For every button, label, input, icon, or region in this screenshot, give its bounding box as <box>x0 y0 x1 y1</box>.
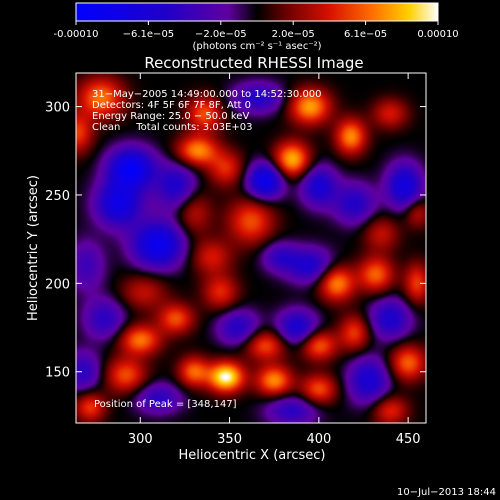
peak-position-label: Position of Peak = [348,147] <box>94 399 237 410</box>
colorbar-tick-label: −2.0e−05 <box>195 29 247 40</box>
colorbar-ticks: -0.00010 −6.1e−05 −2.0e−05 2.0e−05 6.1e−05 0.… <box>54 21 459 40</box>
x-tick-label: 450 <box>396 432 421 447</box>
heatmap-image <box>76 73 426 423</box>
annotation-detectors: Detectors: 4F 5F 6F 7F 8F, Att 0 <box>92 100 251 111</box>
x-tick-label: 300 <box>128 432 153 447</box>
x-axis-label: Heliocentric X (arcsec) <box>179 448 326 463</box>
y-tick-label: 250 <box>45 189 70 204</box>
colorbar-tick-label: -0.00010 <box>54 29 99 40</box>
plot-area <box>76 73 426 423</box>
colorbar <box>75 2 439 22</box>
x-axis-ticks: 300 350 400 450 <box>128 73 421 447</box>
colorbar-tick-label: 2.0e−05 <box>272 29 315 40</box>
y-tick-label: 300 <box>45 101 70 116</box>
timestamp: 10−Jul−2013 18:44 <box>397 487 496 498</box>
colorbar-tick-label: 0.00010 <box>417 29 458 40</box>
x-tick-label: 350 <box>217 432 242 447</box>
colorbar-tick-label: 6.1e−05 <box>344 29 387 40</box>
plot-frame <box>75 72 427 424</box>
annotation-block: 31−May−2005 14:49:00.000 to 14:52:30.000… <box>92 89 322 133</box>
colorbar-unit-label: (photons cm⁻² s⁻¹ asec⁻²) <box>192 41 321 52</box>
colorbar-tick-label: −6.1e−05 <box>123 29 175 40</box>
y-tick-label: 150 <box>45 366 70 381</box>
x-tick-label: 400 <box>306 432 331 447</box>
y-tick-label: 200 <box>45 277 70 292</box>
y-axis-label: Heliocentric Y (arcsec) <box>26 175 41 321</box>
chart-title: Reconstructed RHESSI Image <box>144 54 363 72</box>
annotation-energy: Energy Range: 25.0 − 50.0 keV <box>92 111 249 122</box>
y-axis-ticks: 150 200 250 300 <box>45 101 426 381</box>
annotation-counts: Clean Total counts: 3.03E+03 <box>92 122 252 133</box>
annotation-time: 31−May−2005 14:49:00.000 to 14:52:30.000 <box>92 89 322 100</box>
